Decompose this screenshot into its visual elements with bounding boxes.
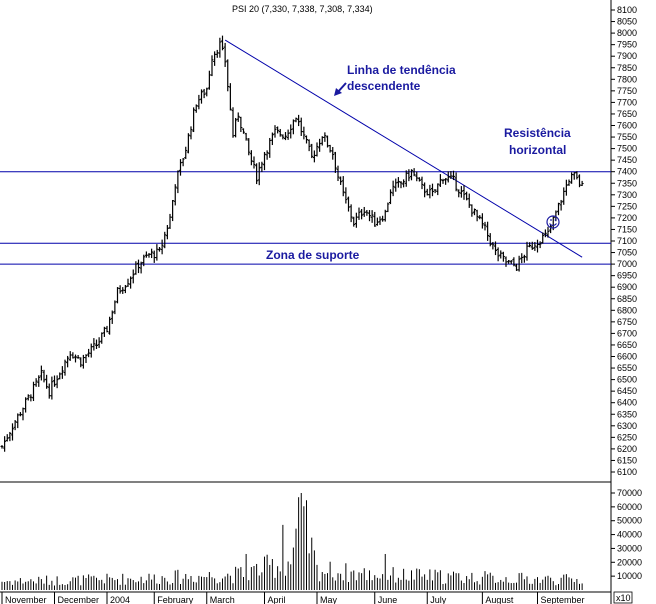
- price-tick-label: 6700: [617, 328, 637, 338]
- price-tick-label: 6300: [617, 421, 637, 431]
- trendline-group: [224, 39, 583, 258]
- price-tick-label: 6150: [617, 455, 637, 465]
- volume-axis-ticks: 70000 60000 50000 40000 30000 20000 10000: [611, 488, 642, 581]
- trendline-label-line1: Linha de tendência: [347, 63, 456, 77]
- price-tick-label: 8100: [617, 5, 637, 15]
- price-tick-label: 6400: [617, 398, 637, 408]
- price-tick-label: 6250: [617, 432, 637, 442]
- volume-unit-box: [613, 591, 633, 604]
- price-tick-label: 7200: [617, 213, 637, 223]
- volume-bars: [1, 493, 583, 590]
- volume-tick-label: 30000: [617, 543, 642, 553]
- resistance-label-line2: horizontal: [509, 143, 566, 157]
- price-tick-label: 6100: [617, 467, 637, 477]
- price-tick-label: 7700: [617, 97, 637, 107]
- price-tick-label: 7000: [617, 259, 637, 269]
- price-tick-label: 7450: [617, 155, 637, 165]
- chart-title: PSI 20 (7,330, 7,338, 7,308, 7,334): [232, 4, 373, 14]
- price-tick-label: 6550: [617, 363, 637, 373]
- price-tick-label: 6450: [617, 386, 637, 396]
- price-tick-label: 8050: [617, 17, 637, 27]
- time-label: August: [485, 595, 514, 604]
- arrow-icon: [334, 82, 347, 96]
- time-label: February: [157, 595, 194, 604]
- price-tick-label: 7550: [617, 132, 637, 142]
- price-tick-label: 6750: [617, 317, 637, 327]
- price-tick-label: 7950: [617, 40, 637, 50]
- horizontal-levels: [0, 171, 611, 265]
- time-label: July: [430, 595, 447, 604]
- time-axis-labels: November December 2004 February March April Ma…: [1, 592, 585, 604]
- descending-trendline: [224, 39, 583, 258]
- price-tick-label: 7850: [617, 63, 637, 73]
- price-tick-label: 6500: [617, 375, 637, 385]
- time-label: December: [58, 595, 100, 604]
- price-tick-label: 7050: [617, 248, 637, 258]
- time-label: November: [5, 595, 47, 604]
- time-label: April: [268, 595, 286, 604]
- price-tick-label: 7150: [617, 224, 637, 234]
- support-zone-label: Zona de suporte: [266, 248, 360, 262]
- price-tick-label: 7800: [617, 74, 637, 84]
- volume-tick-label: 60000: [617, 502, 642, 512]
- price-tick-label: 7400: [617, 167, 637, 177]
- price-tick-label: 7900: [617, 51, 637, 61]
- volume-tick-label: 40000: [617, 530, 642, 540]
- price-tick-label: 7250: [617, 201, 637, 211]
- price-tick-label: 6800: [617, 305, 637, 315]
- time-label: May: [320, 595, 338, 604]
- price-bars: [0, 35, 584, 452]
- price-tick-label: 7500: [617, 144, 637, 154]
- time-label: June: [378, 595, 398, 604]
- price-tick-label: 6600: [617, 352, 637, 362]
- price-tick-label: 7600: [617, 121, 637, 131]
- time-label: September: [541, 595, 585, 604]
- time-label: 2004: [110, 595, 130, 604]
- volume-tick-label: 20000: [617, 557, 642, 567]
- price-tick-label: 6850: [617, 294, 637, 304]
- price-tick-label: 7750: [617, 86, 637, 96]
- price-tick-label: 6900: [617, 282, 637, 292]
- price-tick-label: 6350: [617, 409, 637, 419]
- time-label: March: [210, 595, 235, 604]
- resistance-label-line1: Resistência: [504, 126, 571, 140]
- price-tick-label: 6950: [617, 271, 637, 281]
- price-tick-label: 7100: [617, 236, 637, 246]
- volume-tick-label: 50000: [617, 516, 642, 526]
- volume-tick-label: 70000: [617, 488, 642, 498]
- price-tick-label: 7650: [617, 109, 637, 119]
- price-tick-label: 7350: [617, 178, 637, 188]
- volume-tick-label: 10000: [617, 571, 642, 581]
- price-tick-label: 6200: [617, 444, 637, 454]
- trendline-label-line2: descendente: [347, 79, 421, 93]
- price-tick-label: 8000: [617, 28, 637, 38]
- price-tick-label: 6650: [617, 340, 637, 350]
- smiley-icon: [546, 215, 560, 229]
- volume-unit-label: x10: [616, 593, 631, 603]
- price-tick-label: 7300: [617, 190, 637, 200]
